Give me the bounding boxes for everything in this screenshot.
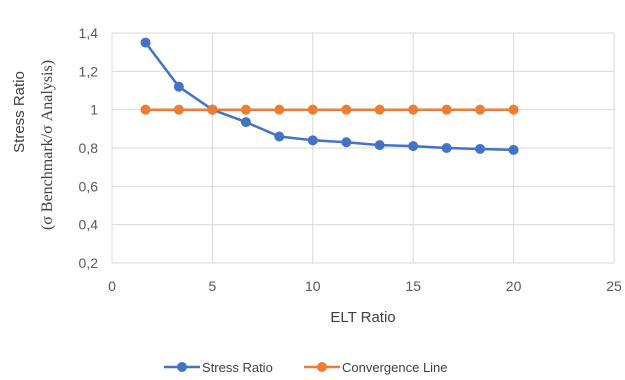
y-tick-label: 0,6 xyxy=(79,178,99,194)
series-2-point xyxy=(408,104,419,115)
series-1-point xyxy=(408,141,419,152)
legend-marker xyxy=(317,362,327,372)
series-2-point xyxy=(441,104,452,115)
series-1 xyxy=(140,37,519,155)
x-tick-label: 0 xyxy=(108,278,116,294)
series-1-point xyxy=(240,117,251,128)
series-1-point xyxy=(475,143,486,154)
y-tick-label: 0,2 xyxy=(79,255,99,271)
series-layer xyxy=(140,37,519,155)
legend-item-1: Stress Ratio xyxy=(164,360,273,375)
x-tick-label: 20 xyxy=(506,278,522,294)
x-tick-label: 10 xyxy=(305,278,321,294)
y-tick-label: 1,4 xyxy=(79,25,99,41)
x-tick-label: 5 xyxy=(209,278,217,294)
series-1-line xyxy=(144,41,514,152)
series-2-point xyxy=(140,104,151,115)
x-tick-label: 15 xyxy=(405,278,421,294)
series-1-point xyxy=(307,135,318,146)
y-axis-subtitle: (σ Benchmark/σ Analysis) xyxy=(39,60,56,230)
series-1-point xyxy=(508,144,519,155)
series-1-point xyxy=(441,143,452,153)
series-1-point xyxy=(374,140,385,151)
legend: Stress Ratio Convergence Line xyxy=(164,360,448,375)
tick-labels: 0,2 0,4 0,6 0,8 1 1,2 1,4 0 5 10 15 20 25 xyxy=(79,25,622,294)
series-2-point xyxy=(274,104,285,115)
series-2-point xyxy=(240,104,251,115)
x-tick-label: 25 xyxy=(606,278,622,294)
series-1-point xyxy=(173,81,184,92)
legend-label: Convergence Line xyxy=(342,360,448,375)
legend-label: Stress Ratio xyxy=(202,360,273,375)
series-2 xyxy=(140,104,519,115)
y-tick-label: 0,4 xyxy=(79,217,99,233)
series-1-point xyxy=(140,37,151,48)
x-axis-title: ELT Ratio xyxy=(330,309,395,326)
series-2-point xyxy=(341,104,352,115)
series-2-point xyxy=(475,104,486,115)
y-tick-label: 0,8 xyxy=(79,140,99,156)
legend-item-2: Convergence Line xyxy=(304,360,448,375)
y-tick-label: 1,2 xyxy=(79,63,99,79)
series-1-point xyxy=(274,131,285,142)
series-2-point xyxy=(307,104,318,115)
y-tick-label: 1 xyxy=(90,102,98,118)
y-axis-title: Stress Ratio xyxy=(11,71,28,153)
series-2-point xyxy=(207,104,218,115)
series-1-point xyxy=(341,137,352,148)
legend-marker xyxy=(177,362,187,372)
series-2-point xyxy=(508,104,519,115)
series-2-point xyxy=(173,104,184,115)
grid-lines xyxy=(111,32,615,264)
series-2-point xyxy=(374,104,385,115)
